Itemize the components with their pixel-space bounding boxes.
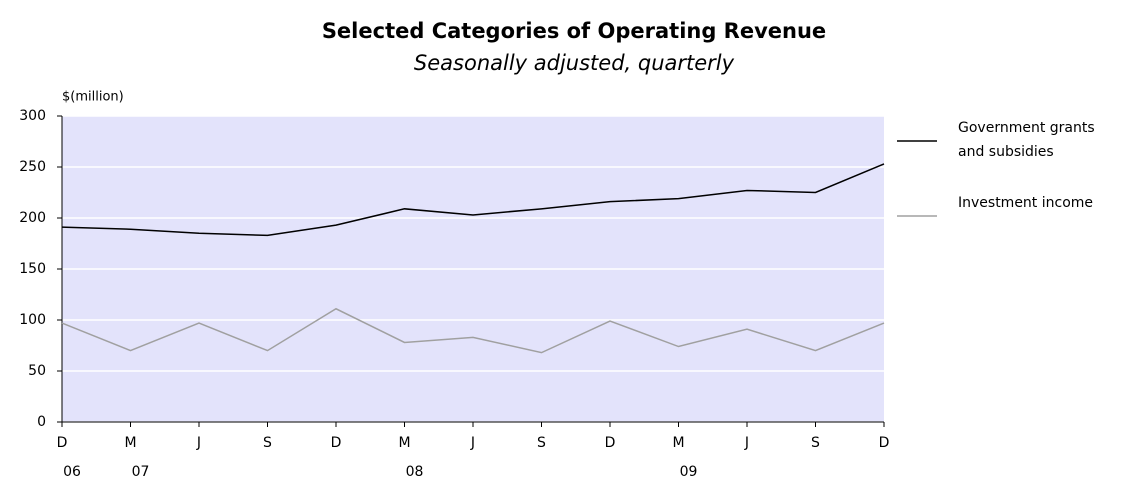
y-tick-label: 300 [19, 108, 46, 124]
x-tick-label: M [398, 435, 410, 451]
x-tick-label: J [744, 435, 749, 451]
y-tick-label: 0 [37, 414, 46, 430]
x-tick-label: S [263, 435, 272, 451]
x-tick-label: J [470, 435, 475, 451]
x-tick-label: S [537, 435, 546, 451]
x-tick-label: D [879, 435, 890, 451]
x-tick-label: M [672, 435, 684, 451]
legend-label: Government grants and subsidies [958, 120, 1095, 160]
chart-title: Selected Categories of Operating Revenue [322, 19, 826, 43]
y-tick-label: 50 [28, 363, 46, 379]
y-tick-label: 200 [19, 210, 46, 226]
y-tick-label: 100 [19, 312, 46, 328]
x-tick-label: D [57, 435, 68, 451]
x-year-label: 08 [406, 464, 424, 480]
chart-subtitle: Seasonally adjusted, quarterly [414, 51, 735, 75]
x-tick-label: D [605, 435, 616, 451]
series-line [61, 307, 885, 354]
x-tick-label: S [811, 435, 820, 451]
legend-label: Investment income [958, 195, 1094, 211]
x-tick-label: J [196, 435, 201, 451]
x-tick-label: D [331, 435, 342, 451]
x-year-label: 06 [63, 464, 81, 480]
x-year-label: 09 [680, 464, 698, 480]
y-axis-label: $(million) [62, 90, 124, 105]
y-tick-label: 150 [19, 261, 46, 277]
series-line [61, 163, 885, 237]
x-tick-label: M [124, 435, 136, 451]
y-tick-label: 250 [19, 159, 46, 175]
x-year-label: 07 [132, 464, 150, 480]
